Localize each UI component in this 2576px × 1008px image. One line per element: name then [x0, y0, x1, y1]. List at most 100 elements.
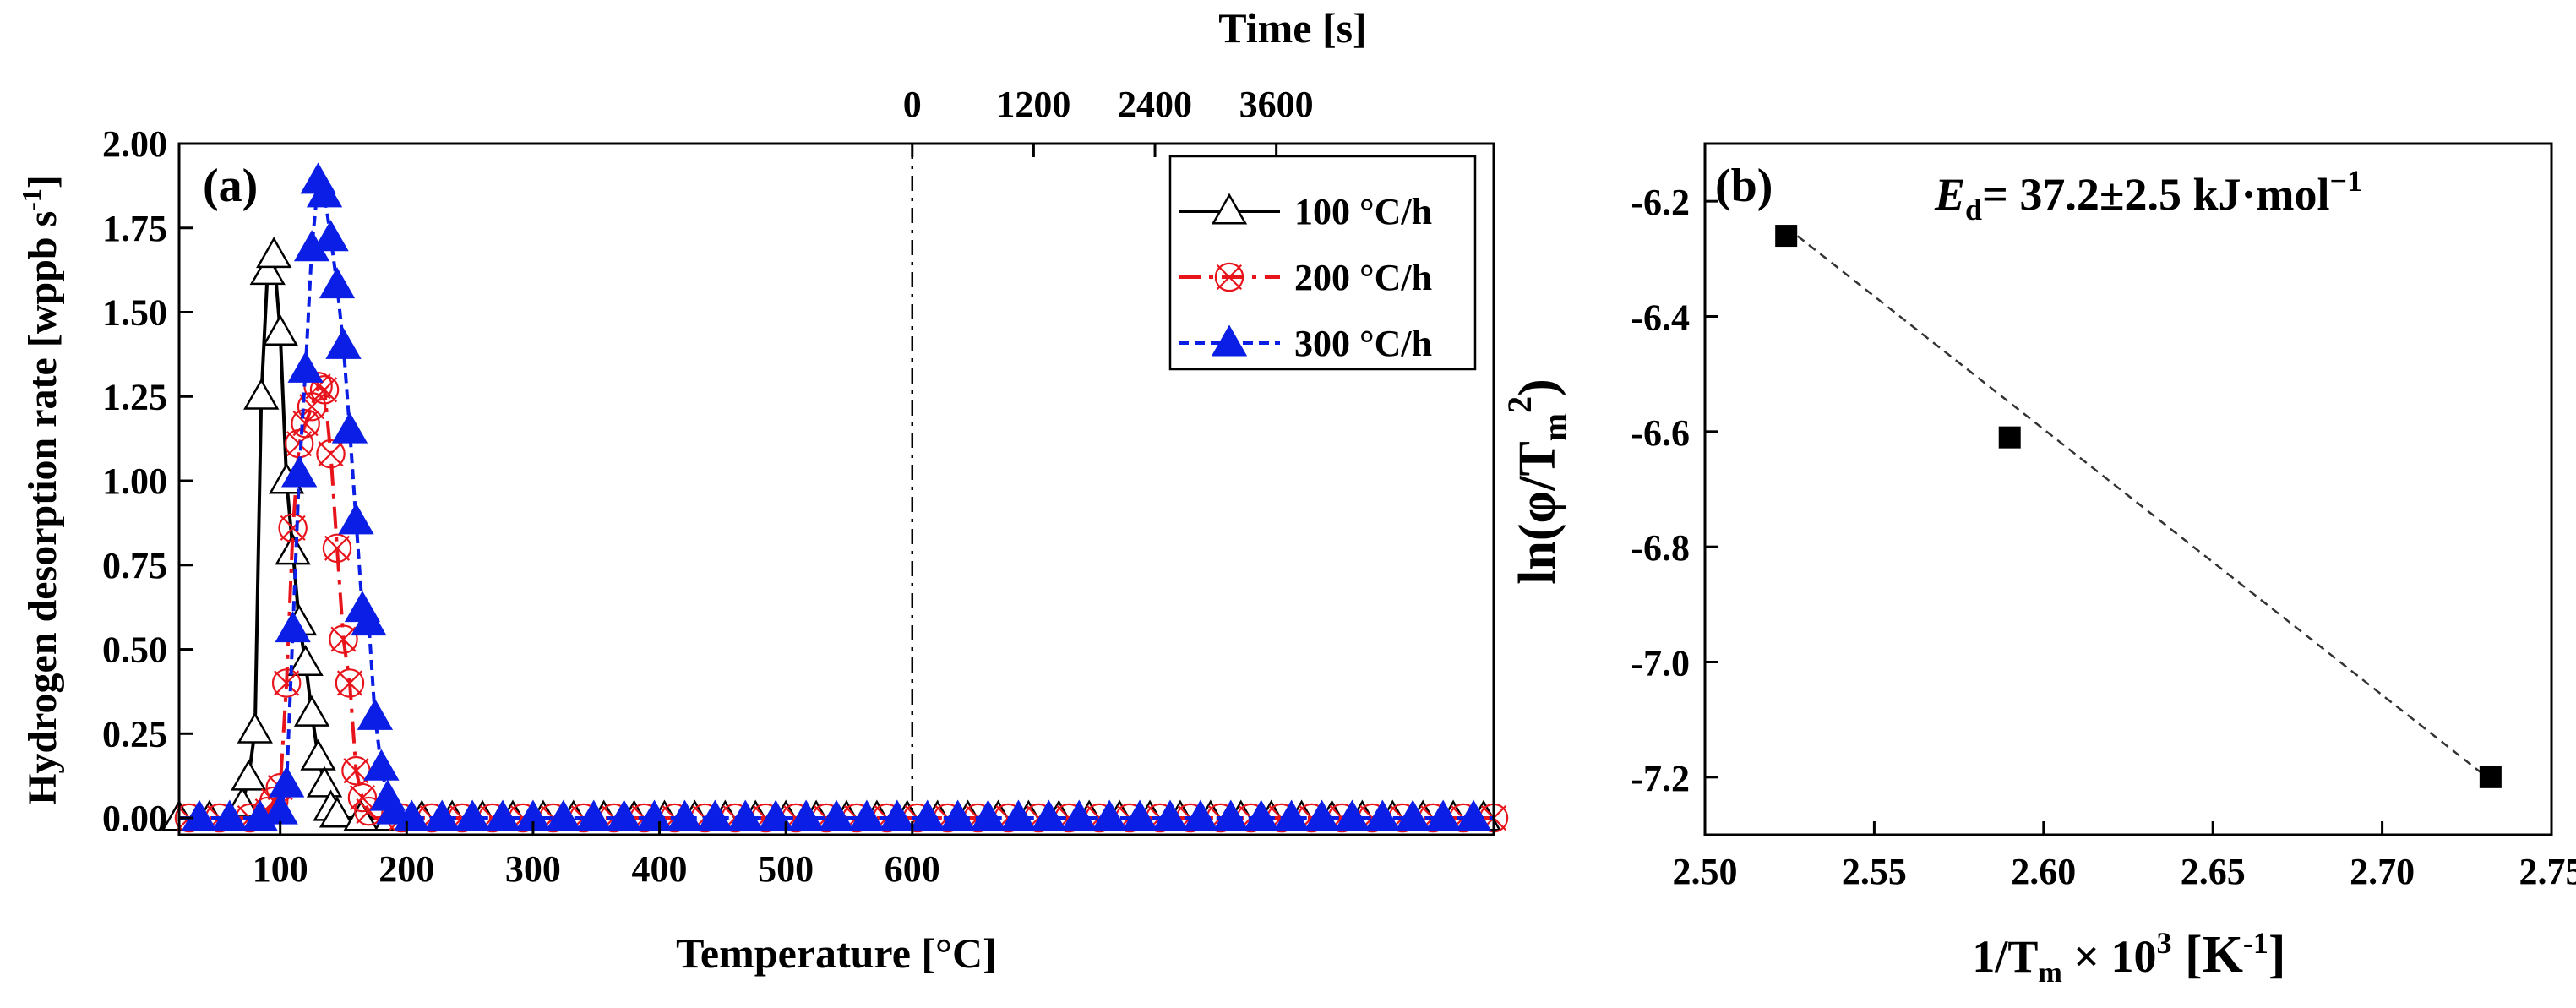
a-legend-items: 100 °C/h 200 °C/h 300 °C/h — [1179, 191, 1432, 364]
a-series-1-point-shape — [231, 759, 267, 791]
a-series-3-baseline-point-shape — [1334, 799, 1370, 831]
a-series-2-point-cross — [343, 758, 369, 784]
a-x-tick-label: 500 — [758, 848, 814, 890]
a-series-3-baseline-point-shape — [242, 799, 278, 831]
b-x-title-unit-pre: [K — [2172, 926, 2243, 983]
a-series-3-point — [319, 267, 356, 299]
b-x-title-unit-sup: -1 — [2243, 926, 2268, 960]
a-y-tick-label: 0.25 — [102, 713, 167, 755]
a-panel-label: (a) — [203, 160, 258, 212]
a-series-3-baseline-point-shape — [1212, 799, 1249, 831]
a-series-layer — [161, 162, 1509, 833]
a-series-2-point-circle — [354, 796, 384, 826]
a-y-axis-title: Hydrogen desorption rate [wppb s-1] — [16, 175, 65, 805]
panel-a-chart: 100 200 300 400 500 600 0.00 0.25 0.50 0.75 1.00 1.… — [16, 4, 1509, 977]
a-legend-label-1: 100 °C/h — [1294, 191, 1432, 232]
a-series-2-point — [278, 513, 308, 543]
b-panel-label: (b) — [1715, 160, 1773, 212]
a-series-1-point — [300, 738, 336, 771]
a-series-3-baseline-point-shape — [454, 799, 491, 831]
a-series-3-baseline-point-shape — [970, 799, 1006, 831]
a-series-3-point-shape — [331, 411, 368, 444]
a-series-3-baseline-point — [211, 799, 248, 831]
a-legend-label-2: 200 °C/h — [1294, 257, 1432, 298]
a-x-axis-title: Temperature [°C] — [676, 929, 997, 977]
a-series-3-baseline-point — [575, 799, 612, 831]
a-legend-marker-1 — [1211, 193, 1248, 225]
a-series-3-baseline-point — [484, 799, 521, 831]
b-activation-energy-annotation: Ed= 37.2±2.5 kJ·mol−1 — [1934, 164, 2362, 226]
a-series-3-baseline-point — [1455, 799, 1492, 831]
b-x-tick-label: 2.70 — [2350, 851, 2415, 892]
b-x-title-pre: 1/T — [1972, 931, 2038, 982]
b-x-tick-label: 2.75 — [2519, 851, 2576, 892]
a-series-3-point-shape — [338, 503, 374, 535]
b-x-title-sup: 3 — [2157, 926, 2172, 960]
a-series-3-baseline-point — [242, 799, 278, 831]
a-series-3-baseline-point — [181, 799, 218, 831]
a-series-3-baseline-point-shape — [1152, 799, 1189, 831]
a-series-3-point — [287, 351, 324, 383]
a-series-1-point — [243, 378, 280, 410]
a-y-tick-label: 2.00 — [102, 123, 167, 165]
a-series-3-baseline-point-shape — [1455, 799, 1492, 831]
a-series-1-point-shape — [256, 237, 292, 269]
b-x-title-mid: × 10 — [2062, 931, 2157, 982]
a-series-1-point — [249, 253, 286, 286]
a-series-3-baseline-point — [1364, 799, 1401, 831]
a-series-2-point-cross — [330, 626, 357, 652]
a-series-3-baseline-point — [1243, 799, 1279, 831]
a-series-1-point-shape — [319, 796, 356, 828]
a-series-3-baseline-point — [1304, 799, 1340, 831]
a-series-3-baseline-point — [909, 799, 945, 831]
a-series-3-baseline-point — [1092, 799, 1128, 831]
a-series-1-baseline-point-shape — [343, 799, 379, 831]
a-series-3-baseline-point — [545, 799, 581, 831]
a-series-1-point-shape — [293, 695, 330, 727]
a-y-axis-title-main: Hydrogen desorption rate [wppb s — [20, 211, 65, 805]
b-y-tick-label: -6.2 — [1631, 182, 1690, 223]
a-legend: 100 °C/h 200 °C/h 300 °C/h — [1168, 155, 1477, 371]
a-series-2-point-cross — [324, 535, 351, 561]
a-series-3-baseline-point-shape — [181, 799, 218, 831]
a-series-2-point — [316, 439, 346, 469]
a-series-3-point — [313, 220, 349, 252]
b-data-point — [1998, 426, 2021, 449]
a-series-3-baseline-point-shape — [818, 799, 855, 831]
b-y-title-end: ) — [1509, 379, 1566, 396]
a-series-3-baseline-point-shape — [727, 799, 764, 831]
a-series-3-baseline-point-shape — [1424, 799, 1462, 831]
a-series-3-baseline-point — [879, 799, 915, 831]
b-x-tick-label: 2.65 — [2181, 851, 2246, 892]
a-series-3-baseline-point — [1000, 799, 1037, 831]
a-series-3-point-shape — [363, 749, 400, 781]
a-series-3-baseline-point-shape — [879, 799, 915, 831]
b-y-axis-title: ln(φ/Tm2) — [1500, 379, 1574, 585]
a-series-1-point — [231, 759, 267, 791]
a-series-3-point-shape — [269, 766, 305, 798]
a-y-tick-label: 1.50 — [102, 292, 167, 334]
a-series-2-point-cross — [280, 515, 306, 541]
a-series-3-baseline-point — [848, 799, 885, 831]
a-series-3-point-shape — [357, 698, 394, 730]
a-series-3-baseline-point — [818, 799, 855, 831]
a-series-3-baseline-point-shape — [697, 799, 733, 831]
a-series-3-baseline-point — [758, 799, 794, 831]
a-series-3-baseline-point — [667, 799, 703, 831]
b-y-tick-label: -6.8 — [1631, 527, 1690, 569]
a-y-tick-label: 0.75 — [102, 545, 167, 586]
a-plot-frame — [177, 142, 1495, 836]
a-series-2-point-circle — [322, 533, 352, 564]
a-series-3-baseline-point-shape — [667, 799, 703, 831]
a-series-3-baseline-point — [394, 799, 430, 831]
a-series-2-point-cross — [318, 441, 344, 467]
a-series-1-point-shape — [300, 738, 336, 771]
a-series-2-point — [291, 408, 320, 439]
b-y-tick-label: -7.2 — [1631, 758, 1690, 799]
a-legend-marker-3 — [1211, 324, 1248, 357]
a-series-3-baseline-point-shape — [1364, 799, 1401, 831]
a-x-tick-label: 400 — [632, 848, 688, 890]
a-series-3-baseline-point — [1031, 799, 1067, 831]
a-series-3-baseline-point — [1424, 799, 1462, 831]
a-y-tick-label: 0.50 — [102, 629, 167, 671]
